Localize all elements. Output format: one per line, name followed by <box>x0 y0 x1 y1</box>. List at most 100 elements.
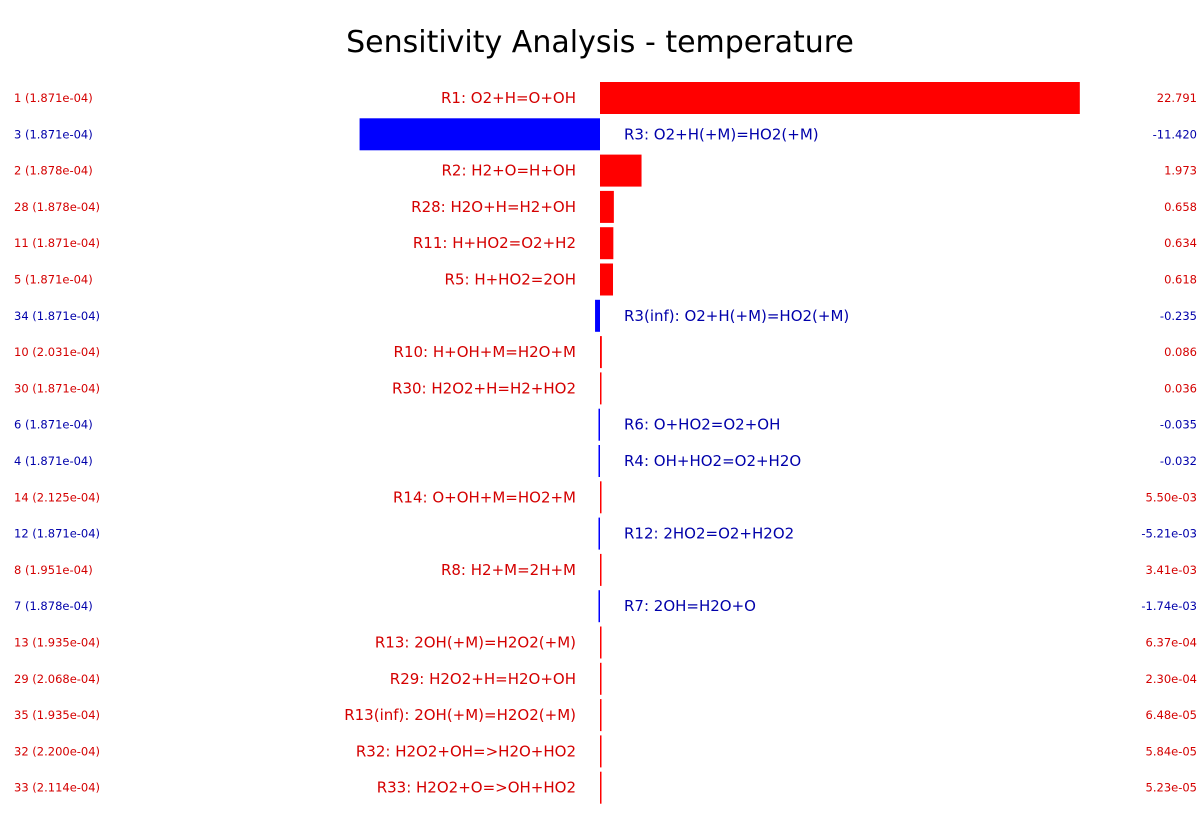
row-value-label: -5.21e-03 <box>1141 527 1197 541</box>
row-rank-label: 10 (2.031e-04) <box>14 345 100 359</box>
row-rank-label: 33 (2.114e-04) <box>14 781 100 795</box>
row-value-label: 0.658 <box>1164 200 1197 214</box>
row-value-label: -0.235 <box>1160 309 1197 323</box>
row-value-label: 0.618 <box>1164 273 1197 287</box>
chart-row: 1 (1.871e-04) R1: O2+H=O+OH 22.791 <box>14 82 1197 114</box>
chart-row: 11 (1.871e-04) R11: H+HO2=O2+H2 0.634 <box>14 227 1197 260</box>
row-value-label: 0.634 <box>1164 236 1197 250</box>
chart-row: 35 (1.935e-04) R13(inf): 2OH(+M)=H2O2(+M)… <box>14 699 1197 732</box>
chart-row: 29 (2.068e-04) R29: H2O2+H=H2O+OH 2.30e-04 <box>14 662 1197 695</box>
row-rank-label: 28 (1.878e-04) <box>14 200 100 214</box>
row-reaction-label: R13: 2OH(+M)=H2O2(+M) <box>375 634 576 652</box>
row-value-label: 0.086 <box>1164 345 1197 359</box>
sensitivity-bar <box>600 336 602 369</box>
sensitivity-bar <box>598 445 600 477</box>
chart-row: 2 (1.878e-04) R2: H2+O=H+OH 1.973 <box>14 154 1197 187</box>
sensitivity-bar <box>600 553 602 586</box>
sensitivity-bar <box>600 190 614 223</box>
row-reaction-label: R3(inf): O2+H(+M)=HO2(+M) <box>624 307 849 325</box>
row-reaction-label: R5: H+HO2=2OH <box>445 271 576 289</box>
row-rank-label: 12 (1.871e-04) <box>14 527 100 541</box>
row-value-label: 2.30e-04 <box>1146 672 1197 686</box>
row-reaction-label: R1: O2+H=O+OH <box>441 89 576 107</box>
row-reaction-label: R3: O2+H(+M)=HO2(+M) <box>624 125 819 143</box>
chart-rows: 1 (1.871e-04) R1: O2+H=O+OH 22.791 3 (1.871… <box>14 82 1197 804</box>
row-rank-label: 29 (2.068e-04) <box>14 672 100 686</box>
sensitivity-bar <box>598 517 600 550</box>
chart-row: 13 (1.935e-04) R13: 2OH(+M)=H2O2(+M) 6.37e… <box>14 626 1197 659</box>
row-reaction-label: R4: OH+HO2=O2+H2O <box>624 452 801 470</box>
row-reaction-label: R2: H2+O=H+OH <box>442 162 577 180</box>
row-rank-label: 2 (1.878e-04) <box>14 164 93 178</box>
chart-row: 34 (1.871e-04) R3(inf): O2+H(+M)=HO2(+M) -… <box>14 299 1197 332</box>
row-value-label: 5.84e-05 <box>1146 744 1197 758</box>
row-value-label: 3.41e-03 <box>1146 563 1197 577</box>
row-reaction-label: R14: O+OH+M=HO2+M <box>393 488 576 506</box>
row-value-label: -0.035 <box>1160 418 1197 432</box>
sensitivity-bar <box>600 662 602 695</box>
row-rank-label: 3 (1.871e-04) <box>14 127 93 141</box>
sensitivity-bar <box>600 771 602 804</box>
row-rank-label: 4 (1.871e-04) <box>14 454 93 468</box>
chart-row: 14 (2.125e-04) R14: O+OH+M=HO2+M 5.50e-03 <box>14 481 1197 514</box>
row-rank-label: 6 (1.871e-04) <box>14 418 93 432</box>
chart-row: 33 (2.114e-04) R33: H2O2+O=>OH+HO2 5.23e-0… <box>14 771 1197 804</box>
row-rank-label: 8 (1.951e-04) <box>14 563 93 577</box>
row-rank-label: 5 (1.871e-04) <box>14 273 93 287</box>
sensitivity-bar <box>598 590 600 623</box>
chart-row: 6 (1.871e-04) R6: O+HO2=O2+OH -0.035 <box>14 408 1197 441</box>
sensitivity-bar <box>600 372 602 405</box>
row-reaction-label: R10: H+OH+M=H2O+M <box>394 343 576 361</box>
row-value-label: -0.032 <box>1160 454 1197 468</box>
chart-row: 3 (1.871e-04) R3: O2+H(+M)=HO2(+M) -11.420 <box>14 118 1197 151</box>
sensitivity-bar <box>359 118 600 151</box>
row-value-label: -1.74e-03 <box>1141 599 1197 613</box>
row-rank-label: 14 (2.125e-04) <box>14 490 100 504</box>
row-value-label: 1.973 <box>1164 164 1197 178</box>
chart-row: 7 (1.878e-04) R7: 2OH=H2O+O -1.74e-03 <box>14 590 1197 623</box>
row-reaction-label: R33: H2O2+O=>OH+HO2 <box>377 779 576 797</box>
row-rank-label: 30 (1.871e-04) <box>14 381 100 395</box>
row-rank-label: 11 (1.871e-04) <box>14 236 100 250</box>
row-reaction-label: R7: 2OH=H2O+O <box>624 597 756 615</box>
row-reaction-label: R12: 2HO2=O2+H2O2 <box>624 525 794 543</box>
row-reaction-label: R30: H2O2+H=H2+HO2 <box>392 379 576 397</box>
sensitivity-bar <box>600 481 602 514</box>
chart-row: 30 (1.871e-04) R30: H2O2+H=H2+HO2 0.036 <box>14 372 1197 405</box>
chart-row: 28 (1.878e-04) R28: H2O+H=H2+OH 0.658 <box>14 190 1197 223</box>
row-reaction-label: R32: H2O2+OH=>H2O+HO2 <box>356 742 576 760</box>
chart-title: Sensitivity Analysis - temperature <box>346 25 854 60</box>
sensitivity-bar <box>600 227 614 260</box>
row-rank-label: 32 (2.200e-04) <box>14 744 100 758</box>
row-value-label: 6.48e-05 <box>1146 708 1197 722</box>
sensitivity-bar <box>598 408 600 441</box>
row-reaction-label: R11: H+HO2=O2+H2 <box>413 234 576 252</box>
row-rank-label: 7 (1.878e-04) <box>14 599 93 613</box>
row-rank-label: 35 (1.935e-04) <box>14 708 100 722</box>
chart-row: 5 (1.871e-04) R5: H+HO2=2OH 0.618 <box>14 263 1197 296</box>
chart-row: 32 (2.200e-04) R32: H2O2+OH=>H2O+HO2 5.84e… <box>14 735 1197 768</box>
chart-row: 12 (1.871e-04) R12: 2HO2=O2+H2O2 -5.21e-03 <box>14 517 1197 550</box>
sensitivity-bar <box>600 154 642 187</box>
row-reaction-label: R29: H2O2+H=H2O+OH <box>390 670 576 688</box>
sensitivity-bar <box>595 299 600 332</box>
row-value-label: 5.23e-05 <box>1146 781 1197 795</box>
chart-row: 10 (2.031e-04) R10: H+OH+M=H2O+M 0.086 <box>14 336 1197 369</box>
sensitivity-bar <box>600 699 602 732</box>
row-rank-label: 34 (1.871e-04) <box>14 309 100 323</box>
row-value-label: 22.791 <box>1157 91 1197 105</box>
row-rank-label: 1 (1.871e-04) <box>14 91 93 105</box>
row-value-label: 6.37e-04 <box>1146 636 1197 650</box>
row-rank-label: 13 (1.935e-04) <box>14 636 100 650</box>
row-value-label: -11.420 <box>1153 127 1197 141</box>
row-reaction-label: R13(inf): 2OH(+M)=H2O2(+M) <box>344 706 576 724</box>
sensitivity-bar <box>600 82 1080 114</box>
row-reaction-label: R6: O+HO2=O2+OH <box>624 416 780 434</box>
chart-row: 4 (1.871e-04) R4: OH+HO2=O2+H2O -0.032 <box>14 445 1197 477</box>
row-value-label: 0.036 <box>1164 381 1197 395</box>
row-reaction-label: R28: H2O+H=H2+OH <box>411 198 576 216</box>
sensitivity-bar <box>600 626 602 659</box>
chart-row: 8 (1.951e-04) R8: H2+M=2H+M 3.41e-03 <box>14 553 1197 586</box>
row-value-label: 5.50e-03 <box>1146 490 1197 504</box>
